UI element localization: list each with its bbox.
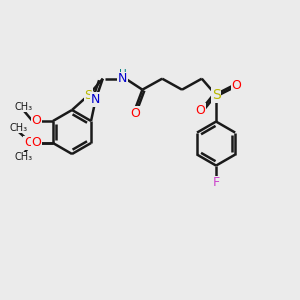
Text: O: O (130, 107, 140, 120)
Text: H: H (119, 69, 127, 79)
Text: N: N (91, 93, 100, 106)
Text: S: S (212, 88, 220, 102)
Text: O: O (24, 136, 34, 149)
Text: F: F (212, 176, 220, 190)
Text: N: N (118, 72, 127, 85)
Text: CH₃: CH₃ (14, 152, 32, 162)
Text: O: O (232, 79, 242, 92)
Text: O: O (32, 115, 41, 128)
Text: O: O (32, 136, 41, 149)
Text: CH₃: CH₃ (10, 123, 28, 133)
Text: O: O (195, 104, 205, 117)
Text: CH₃: CH₃ (14, 102, 32, 112)
Text: S: S (84, 89, 92, 102)
